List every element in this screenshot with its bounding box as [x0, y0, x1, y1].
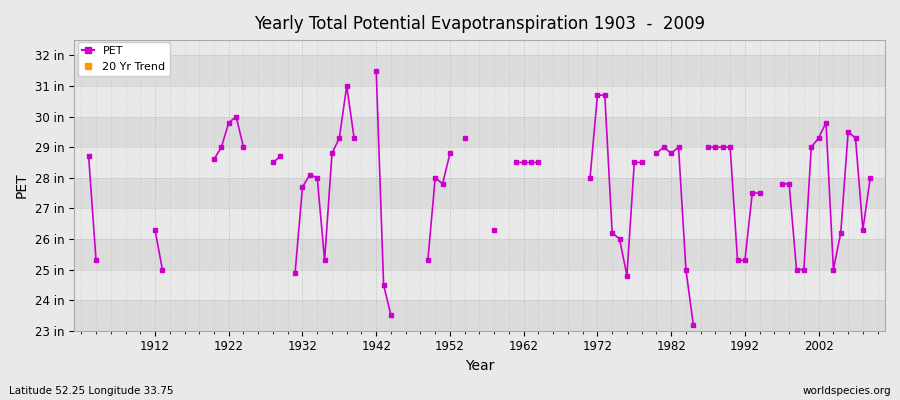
- Bar: [74, 86, 885, 116]
- Title: Yearly Total Potential Evapotranspiration 1903  -  2009: Yearly Total Potential Evapotranspiratio…: [254, 15, 705, 33]
- Bar: [74, 56, 885, 86]
- X-axis label: Year: Year: [464, 359, 494, 373]
- Bar: [74, 147, 885, 178]
- Bar: [74, 208, 885, 239]
- Y-axis label: PET: PET: [15, 173, 29, 198]
- Bar: [74, 270, 885, 300]
- Text: worldspecies.org: worldspecies.org: [803, 386, 891, 396]
- Bar: [74, 116, 885, 147]
- Bar: [74, 239, 885, 270]
- Bar: [74, 178, 885, 208]
- Text: Latitude 52.25 Longitude 33.75: Latitude 52.25 Longitude 33.75: [9, 386, 174, 396]
- Legend: PET, 20 Yr Trend: PET, 20 Yr Trend: [78, 42, 170, 76]
- Bar: [74, 300, 885, 331]
